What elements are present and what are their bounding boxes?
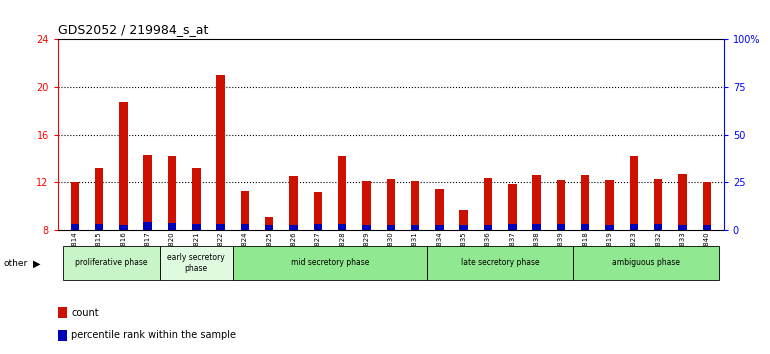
Bar [484,225,492,230]
Bar [605,225,614,230]
Bar [216,75,225,230]
Bar [62,246,160,280]
Bar [605,180,614,230]
Bar [508,224,517,230]
Bar [630,156,638,230]
Bar [241,191,249,230]
Bar [119,102,128,230]
Bar [58,330,68,341]
Bar [192,168,200,230]
Bar [387,179,395,230]
Text: ▶: ▶ [33,259,41,269]
Bar [71,224,79,230]
Bar [168,156,176,230]
Bar [557,180,565,230]
Bar [95,168,103,230]
Bar [581,175,590,230]
Bar [411,225,420,230]
Bar [460,210,468,230]
Bar [290,225,298,230]
Bar [241,224,249,230]
Bar [313,192,322,230]
Text: early secretory
phase: early secretory phase [167,253,225,273]
Bar [338,224,346,230]
Bar [362,181,370,230]
Bar [143,222,152,230]
Bar [313,224,322,230]
Bar [362,225,370,230]
Bar [411,181,420,230]
Bar [265,217,273,230]
Bar [427,246,573,280]
Bar [387,225,395,230]
Text: late secretory phase: late secretory phase [461,258,540,267]
Bar [508,183,517,230]
Bar [95,223,103,230]
Bar [338,156,346,230]
Bar [702,225,711,230]
Bar [119,225,128,230]
Bar [290,176,298,230]
Bar [532,175,541,230]
Bar [216,223,225,230]
Bar [654,179,662,230]
Bar [435,225,444,230]
Bar [192,224,200,230]
Bar [654,224,662,230]
Text: ambiguous phase: ambiguous phase [612,258,680,267]
Bar [460,225,468,230]
Text: other: other [4,259,28,268]
Text: mid secretory phase: mid secretory phase [291,258,369,267]
Bar [435,189,444,230]
Text: GDS2052 / 219984_s_at: GDS2052 / 219984_s_at [58,23,208,36]
Bar [168,223,176,230]
Bar [160,246,233,280]
Bar [233,246,427,280]
Text: proliferative phase: proliferative phase [75,258,148,267]
Bar [557,224,565,230]
Bar [581,224,590,230]
Bar [532,224,541,230]
Bar [678,174,687,230]
Bar [484,178,492,230]
Bar [143,155,152,230]
Bar [702,182,711,230]
Bar [265,225,273,230]
Text: count: count [71,308,99,318]
Bar [678,225,687,230]
Bar [71,182,79,230]
Bar [630,224,638,230]
Bar [573,246,719,280]
Text: percentile rank within the sample: percentile rank within the sample [71,330,236,340]
Bar [58,307,68,318]
